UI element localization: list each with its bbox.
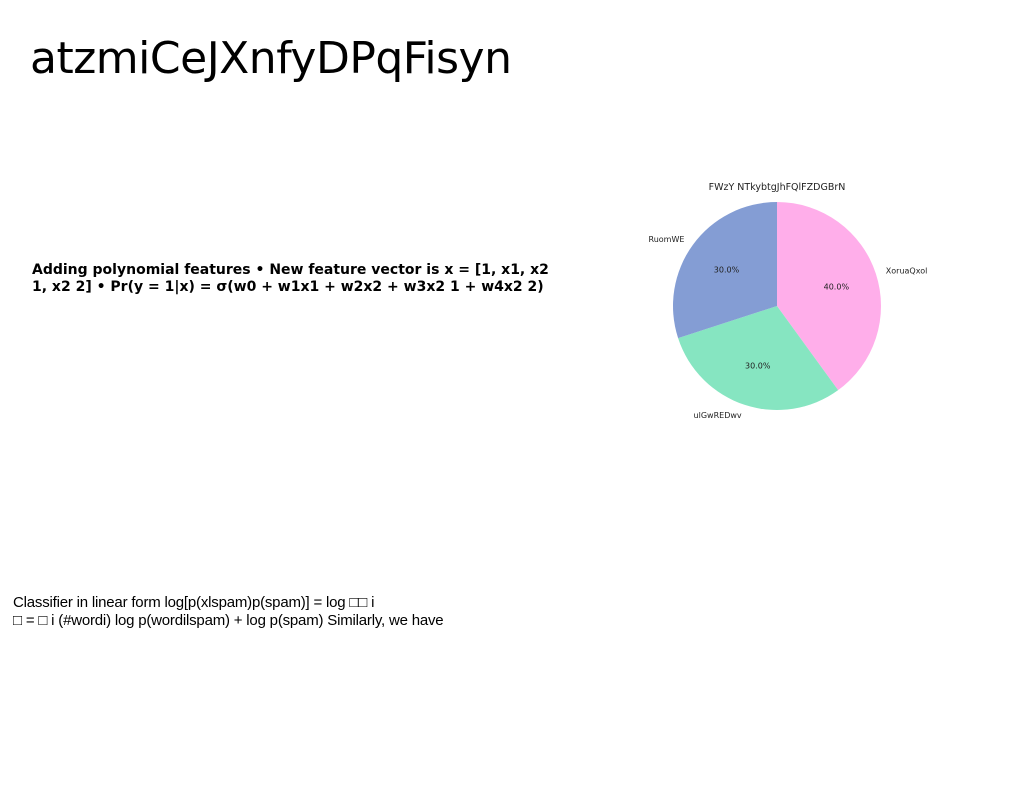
slice-label-1: XoruaQxol	[886, 267, 928, 276]
chart-title: FWzY NTkybtgJhFQlFZDGBrN	[709, 182, 846, 193]
pie-slice-1	[777, 202, 882, 391]
bullet-text: Adding polynomial features • New feature…	[32, 262, 549, 295]
pie-slices	[672, 202, 882, 411]
body-line-2: □ = □ i (#wordi) log p(wordilspam) + log…	[13, 612, 444, 629]
body-line-1: Classifier in linear form log[p(xlspam)p…	[13, 594, 375, 611]
pie-chart: FWzY NTkybtgJhFQlFZDGBrN XoruaQxol 40.0% u…	[620, 170, 960, 430]
slice-percent-1: 40.0%	[824, 283, 850, 292]
pie-slice-2	[678, 306, 839, 411]
slide-title: atzmiCeJXnfyDPqFisyn	[30, 33, 512, 84]
body-text: Classifier in linear form log[p(xlspam)p…	[13, 594, 573, 630]
slice-label-2: ulGwREDwv	[694, 411, 742, 420]
pie-labels: XoruaQxol 40.0% ulGwREDwv 30.0% RuomWE 30.0%	[649, 235, 928, 420]
slice-label-3: RuomWE	[649, 235, 685, 244]
slice-percent-3: 30.0%	[714, 265, 740, 274]
pie-slice-3	[672, 202, 777, 339]
pie-chart-svg: FWzY NTkybtgJhFQlFZDGBrN XoruaQxol 40.0% u…	[649, 182, 928, 420]
slice-percent-2: 30.0%	[745, 361, 771, 370]
